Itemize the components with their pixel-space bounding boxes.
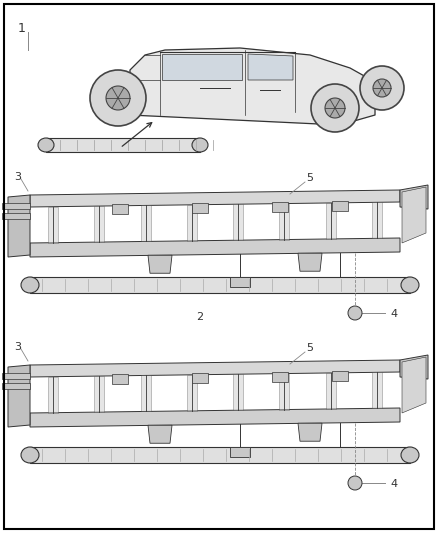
Polygon shape — [298, 253, 322, 271]
Polygon shape — [30, 238, 400, 257]
Ellipse shape — [38, 138, 54, 152]
Polygon shape — [233, 204, 243, 240]
Circle shape — [360, 66, 404, 110]
Polygon shape — [332, 371, 348, 381]
Text: 4: 4 — [390, 309, 397, 319]
Bar — [230, 447, 250, 457]
Polygon shape — [192, 373, 208, 383]
Ellipse shape — [21, 447, 39, 463]
Polygon shape — [279, 204, 290, 239]
Polygon shape — [162, 54, 242, 80]
Polygon shape — [372, 203, 382, 238]
Polygon shape — [2, 213, 30, 219]
Polygon shape — [30, 190, 400, 207]
Bar — [30, 447, 410, 463]
Circle shape — [90, 70, 146, 126]
Polygon shape — [325, 203, 336, 239]
Polygon shape — [141, 375, 151, 411]
Polygon shape — [2, 373, 30, 379]
Text: 3: 3 — [14, 172, 21, 182]
Polygon shape — [48, 377, 58, 413]
Polygon shape — [94, 206, 104, 242]
Polygon shape — [187, 375, 197, 411]
Text: 5: 5 — [307, 173, 314, 183]
Polygon shape — [233, 374, 243, 410]
Text: 4: 4 — [390, 479, 397, 489]
Polygon shape — [192, 203, 208, 213]
Polygon shape — [400, 185, 428, 209]
Polygon shape — [8, 365, 30, 427]
Polygon shape — [30, 408, 400, 427]
Polygon shape — [400, 355, 428, 379]
Polygon shape — [141, 205, 151, 241]
Polygon shape — [279, 374, 290, 409]
Polygon shape — [248, 54, 293, 80]
Circle shape — [348, 306, 362, 320]
Ellipse shape — [401, 447, 419, 463]
Polygon shape — [187, 205, 197, 241]
Polygon shape — [325, 373, 336, 409]
Polygon shape — [148, 255, 172, 273]
Polygon shape — [298, 423, 322, 441]
Ellipse shape — [192, 138, 208, 152]
Bar — [30, 277, 410, 293]
Polygon shape — [30, 360, 400, 377]
Ellipse shape — [21, 277, 39, 293]
Text: 2: 2 — [196, 312, 204, 322]
Polygon shape — [2, 203, 30, 209]
Ellipse shape — [401, 277, 419, 293]
Circle shape — [311, 84, 359, 132]
Text: 3: 3 — [14, 342, 21, 352]
Bar — [46, 138, 200, 152]
Circle shape — [373, 79, 391, 97]
Polygon shape — [94, 376, 104, 412]
Polygon shape — [372, 373, 382, 408]
Bar — [230, 277, 250, 287]
Polygon shape — [402, 187, 426, 243]
Polygon shape — [148, 425, 172, 443]
Polygon shape — [130, 48, 375, 125]
Polygon shape — [402, 357, 426, 413]
Text: 1: 1 — [18, 21, 26, 35]
Polygon shape — [332, 201, 348, 211]
Circle shape — [325, 98, 345, 118]
Circle shape — [348, 476, 362, 490]
Polygon shape — [48, 207, 58, 243]
Circle shape — [106, 86, 130, 110]
Polygon shape — [8, 195, 30, 257]
Polygon shape — [112, 204, 128, 214]
Polygon shape — [2, 383, 30, 389]
Polygon shape — [112, 374, 128, 384]
Polygon shape — [272, 201, 288, 212]
Polygon shape — [272, 372, 288, 382]
Text: 5: 5 — [307, 343, 314, 353]
